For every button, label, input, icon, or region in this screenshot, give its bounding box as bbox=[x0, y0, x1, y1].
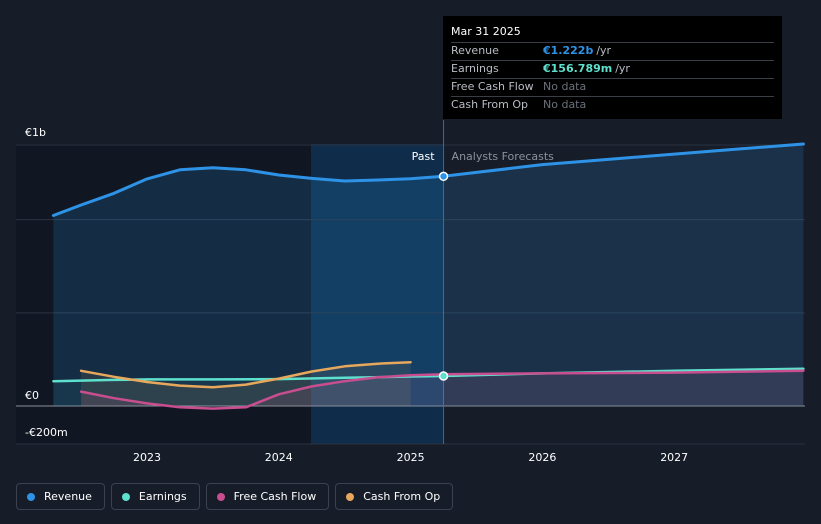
y-tick-label: €1b bbox=[25, 126, 46, 139]
tooltip-row-free-cash-flow: Free Cash Flow No data bbox=[451, 78, 774, 95]
highlight-point bbox=[438, 171, 449, 182]
legend: Revenue Earnings Free Cash Flow Cash Fro… bbox=[16, 483, 454, 510]
x-tick-label: 2024 bbox=[265, 451, 293, 464]
area-revenue bbox=[53, 144, 804, 406]
tooltip-label: Earnings bbox=[451, 62, 499, 75]
past-background bbox=[16, 144, 311, 444]
legend-dot-icon bbox=[216, 492, 225, 501]
legend-label: Cash From Op bbox=[363, 490, 441, 503]
area-earnings bbox=[53, 368, 804, 406]
tooltip-value: €1.222b bbox=[543, 44, 594, 57]
legend-item-earnings[interactable]: Earnings bbox=[110, 483, 200, 510]
area-free-cash-flow bbox=[81, 370, 804, 409]
legend-item-free-cash-flow[interactable]: Free Cash Flow bbox=[205, 483, 330, 510]
tooltip-value: €156.789m bbox=[543, 62, 613, 75]
past-hover-band bbox=[311, 144, 444, 444]
legend-label: Free Cash Flow bbox=[233, 490, 317, 503]
y-tick-label: -€200m bbox=[25, 426, 68, 439]
tooltip-unit: /yr bbox=[596, 44, 612, 57]
past-label: Past bbox=[412, 150, 436, 163]
legend-item-revenue[interactable]: Revenue bbox=[16, 483, 105, 510]
forecast-label: Analysts Forecasts bbox=[452, 150, 555, 163]
series-line-cash-from-op bbox=[79, 360, 412, 389]
tooltip-row-revenue: Revenue €1.222b /yr bbox=[451, 42, 774, 59]
tooltip-row-cash-from-op: Cash From Op No data bbox=[451, 96, 774, 113]
legend-label: Earnings bbox=[138, 490, 187, 503]
legend-label: Revenue bbox=[44, 490, 92, 503]
legend-dot-icon bbox=[346, 492, 355, 501]
legend-dot-icon bbox=[121, 492, 130, 501]
highlight-point bbox=[438, 371, 449, 381]
area-cash-from-op bbox=[81, 362, 411, 406]
tooltip-label: Free Cash Flow bbox=[451, 80, 534, 93]
tooltip-row-earnings: Earnings €156.789m /yr bbox=[451, 60, 774, 77]
x-tick-label: 2023 bbox=[133, 451, 161, 464]
y-tick-label: €0 bbox=[25, 389, 39, 402]
tooltip-label: Cash From Op bbox=[451, 98, 529, 111]
forecast-background bbox=[443, 144, 805, 444]
x-tick-label: 2026 bbox=[528, 451, 556, 464]
tooltip-label: Revenue bbox=[451, 44, 499, 57]
tooltip-date: Mar 31 2025 bbox=[451, 25, 521, 38]
tooltip: Mar 31 2025 Revenue €1.222b /yr Earnings… bbox=[443, 16, 782, 119]
tooltip-unit: /yr bbox=[615, 62, 630, 75]
series-line-free-cash-flow bbox=[79, 369, 805, 410]
x-tick-label: 2025 bbox=[397, 451, 425, 464]
tooltip-value: No data bbox=[543, 80, 587, 93]
x-tick-label: 2027 bbox=[660, 451, 688, 464]
legend-dot-icon bbox=[27, 492, 35, 501]
tooltip-value: No data bbox=[543, 98, 587, 111]
series-line-revenue bbox=[51, 142, 805, 217]
legend-item-cash-from-op[interactable]: Cash From Op bbox=[335, 483, 454, 510]
